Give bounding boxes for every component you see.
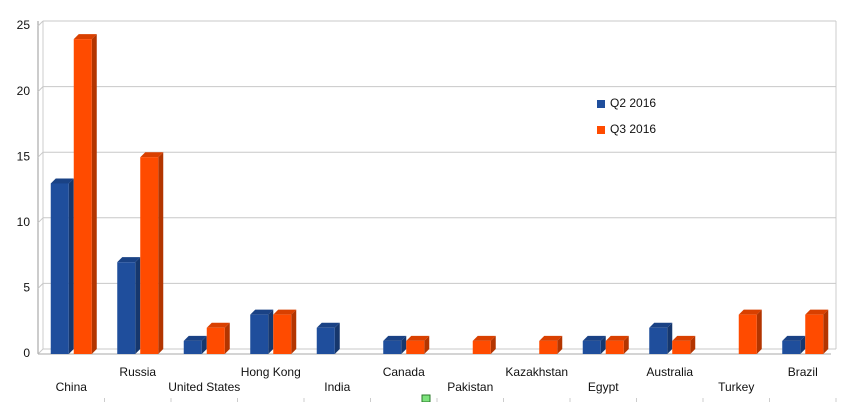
y-tick-label: 20 <box>17 84 31 98</box>
bar-top <box>539 335 563 341</box>
bar <box>605 340 624 354</box>
bar-side <box>800 335 806 354</box>
bar <box>250 314 269 354</box>
bar <box>406 340 425 354</box>
bar-top <box>738 309 762 315</box>
bar-top <box>250 309 274 315</box>
x-tick-label: Russia <box>119 365 156 379</box>
bar-top <box>183 335 207 341</box>
bar-side <box>401 335 407 354</box>
grid-line-depth <box>37 20 44 27</box>
bar-top <box>50 178 74 184</box>
grid-line-depth <box>37 283 44 289</box>
legend-swatch <box>597 126 605 134</box>
bar-side <box>690 335 696 354</box>
bar-top <box>73 34 97 40</box>
resize-handle <box>421 394 431 402</box>
bar <box>805 314 824 354</box>
bar-top <box>782 335 806 341</box>
bar <box>738 314 757 354</box>
bar-side <box>291 309 297 354</box>
bar-side <box>557 335 563 354</box>
legend-label: Q3 2016 <box>610 122 656 136</box>
bar-top <box>316 322 340 328</box>
bar-top <box>140 152 164 158</box>
bar <box>140 157 159 354</box>
bar-side <box>334 322 340 354</box>
bar-side <box>224 322 230 354</box>
bar-top <box>582 335 606 341</box>
bar-side <box>823 309 829 354</box>
x-tick-label: Kazakhstan <box>505 365 568 379</box>
bar <box>73 39 92 355</box>
bar-side <box>600 335 606 354</box>
grid-line-depth <box>37 348 44 355</box>
bar-side <box>490 335 496 354</box>
bar-side <box>623 335 629 354</box>
bar <box>472 340 491 354</box>
bar <box>117 262 136 354</box>
x-tick-label: Pakistan <box>447 380 493 394</box>
bar <box>649 327 668 354</box>
bar-side <box>91 34 97 355</box>
bar-side <box>756 309 762 354</box>
grid-line-depth <box>37 151 44 158</box>
bar <box>183 340 202 354</box>
bar-top <box>406 335 430 341</box>
y-tick-label: 25 <box>17 18 31 32</box>
bar-top <box>605 335 629 341</box>
x-tick-label: Australia <box>646 365 693 379</box>
grid-line-depth <box>37 217 44 224</box>
x-tick-label: Brazil <box>788 365 818 379</box>
bar-top <box>472 335 496 341</box>
x-tick-label: Turkey <box>718 380 754 394</box>
x-tick-label: Egypt <box>588 380 619 394</box>
y-tick-label: 0 <box>23 346 30 360</box>
bar <box>383 340 402 354</box>
bar <box>316 327 335 354</box>
bar <box>672 340 691 354</box>
bar-side <box>667 322 673 354</box>
x-tick-label: Hong Kong <box>241 365 301 379</box>
y-tick-label: 10 <box>17 215 31 229</box>
bar-side <box>68 178 74 354</box>
bar-top <box>273 309 297 315</box>
y-tick-label: 15 <box>17 149 31 163</box>
bar-side <box>135 257 141 354</box>
bar-top <box>206 322 230 328</box>
bar <box>50 183 69 354</box>
bar <box>539 340 558 354</box>
bar-top <box>672 335 696 341</box>
y-tick-label: 5 <box>23 281 30 295</box>
bar-side <box>158 152 164 354</box>
legend-label: Q2 2016 <box>610 96 656 110</box>
legend-swatch <box>597 100 605 108</box>
grid-line-depth <box>37 86 44 92</box>
bar-top <box>805 309 829 315</box>
x-tick-label: Canada <box>383 365 425 379</box>
x-tick-label: United States <box>168 380 240 394</box>
bar-side <box>424 335 430 354</box>
bar-top <box>383 335 407 341</box>
x-tick-label: China <box>56 380 88 394</box>
bar-top <box>649 322 673 328</box>
bar <box>582 340 601 354</box>
bar-side <box>201 335 207 354</box>
bar <box>782 340 801 354</box>
bar-top <box>117 257 141 263</box>
bar-side <box>268 309 274 354</box>
x-tick-label: India <box>324 380 350 394</box>
bar <box>273 314 292 354</box>
bar <box>206 327 225 354</box>
